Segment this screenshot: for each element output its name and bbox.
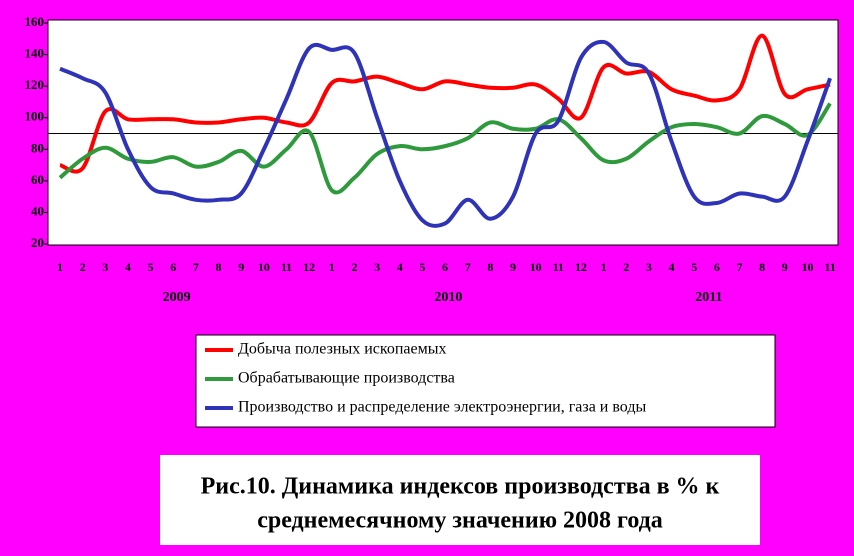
x-tick-label: 3 xyxy=(646,260,652,274)
y-tick-label: 20 xyxy=(31,235,44,250)
plot-area xyxy=(47,19,839,246)
chart-title: среднемесячному значению 2008 года xyxy=(257,508,663,534)
x-tick-label: 6 xyxy=(170,260,176,274)
line-series xyxy=(59,39,832,228)
x-tick-label: 6 xyxy=(442,260,448,274)
x-tick-label: 3 xyxy=(374,260,380,274)
x-tick-label: 7 xyxy=(193,260,199,274)
legend-box xyxy=(195,334,776,428)
x-tick-label: 7 xyxy=(465,260,471,274)
year-label: 2011 xyxy=(695,290,722,305)
x-tick-label: 12 xyxy=(303,260,315,274)
x-tick-label: 2 xyxy=(351,260,357,274)
line-series xyxy=(59,33,831,174)
x-tick-label: 8 xyxy=(759,260,765,274)
x-tick-label: 8 xyxy=(487,260,493,274)
x-tick-label: 4 xyxy=(397,260,403,274)
x-tick-label: 10 xyxy=(801,260,813,274)
x-tick-label: 11 xyxy=(553,260,564,274)
legend-label: Обрабатывающие производства xyxy=(238,370,455,387)
y-tick-label: 160 xyxy=(25,14,45,29)
x-tick-label: 7 xyxy=(737,260,743,274)
y-tick-label: 140 xyxy=(25,46,45,61)
x-tick-label: 10 xyxy=(530,260,542,274)
x-tick-label: 1 xyxy=(601,260,607,274)
chart-title: Рис.10. Динамика индексов производства в… xyxy=(201,474,720,500)
x-tick-label: 4 xyxy=(125,260,131,274)
x-tick-label: 9 xyxy=(510,260,516,274)
x-tick-label: 6 xyxy=(714,260,720,274)
x-tick-label: 10 xyxy=(258,260,270,274)
legend-label: Производство и распределение электроэнер… xyxy=(238,399,646,416)
x-tick-label: 2 xyxy=(623,260,629,274)
x-tick-label: 8 xyxy=(216,260,222,274)
y-tick-label: 120 xyxy=(25,77,45,92)
x-tick-label: 9 xyxy=(782,260,788,274)
x-tick-label: 3 xyxy=(102,260,108,274)
y-tick-label: 60 xyxy=(31,172,44,187)
x-tick-label: 5 xyxy=(691,260,697,274)
x-tick-label: 1 xyxy=(57,260,63,274)
x-tick-label: 11 xyxy=(824,260,835,274)
y-tick-label: 80 xyxy=(31,140,44,155)
year-label: 2009 xyxy=(163,290,191,305)
x-tick-label: 12 xyxy=(575,260,587,274)
x-tick-label: 4 xyxy=(669,260,675,274)
x-tick-label: 5 xyxy=(419,260,425,274)
legend-label: Добыча полезных ископаемых xyxy=(238,341,446,358)
x-tick-label: 9 xyxy=(238,260,244,274)
line-series xyxy=(58,102,832,195)
x-tick-label: 5 xyxy=(148,260,154,274)
x-tick-label: 1 xyxy=(329,260,335,274)
year-label: 2010 xyxy=(434,290,462,305)
x-tick-label: 11 xyxy=(281,260,292,274)
x-tick-label: 2 xyxy=(80,260,86,274)
title-box xyxy=(160,455,760,545)
y-tick-label: 40 xyxy=(31,203,44,218)
y-tick-label: 100 xyxy=(25,109,45,124)
